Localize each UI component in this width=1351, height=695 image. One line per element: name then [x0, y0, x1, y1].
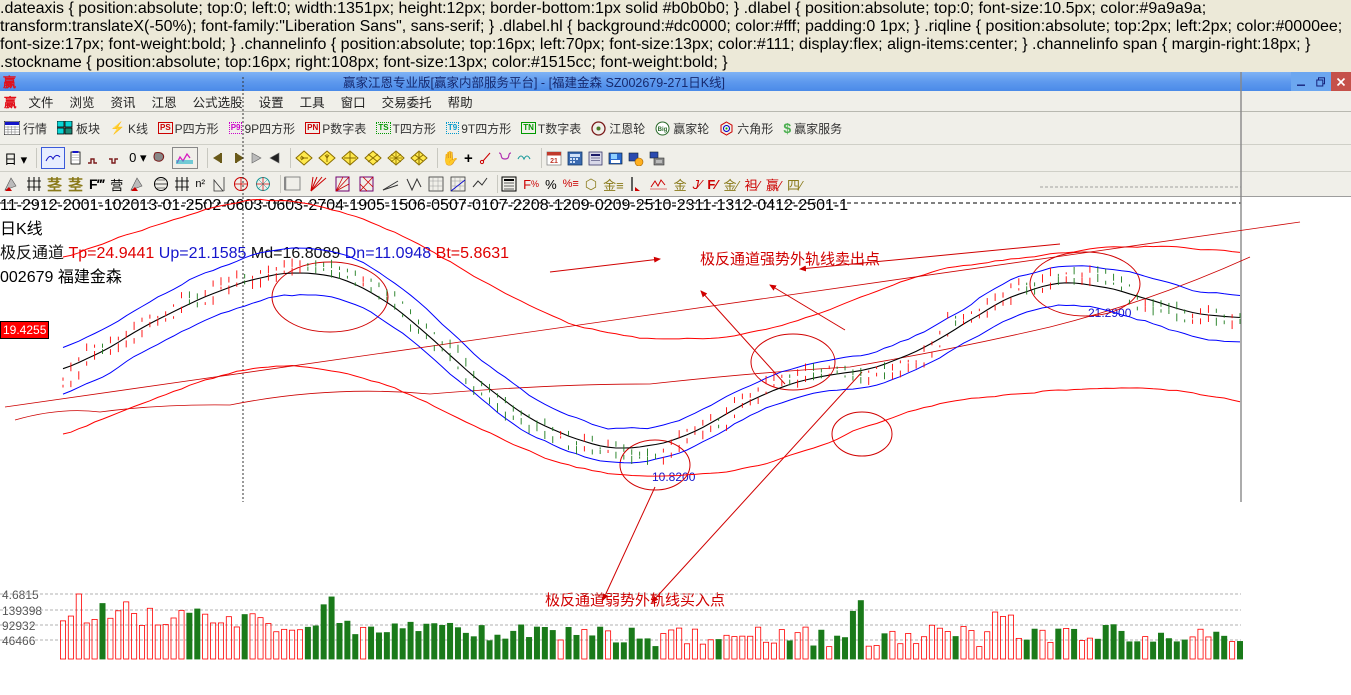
svg-text:21: 21	[550, 158, 558, 165]
svg-text:Big: Big	[658, 127, 668, 133]
